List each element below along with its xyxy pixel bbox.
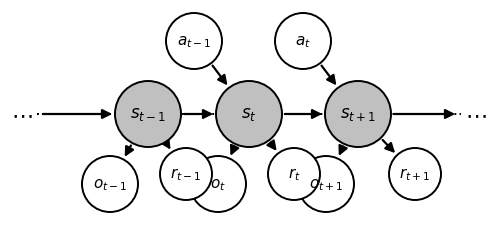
- Text: $o_{t-1}$: $o_{t-1}$: [93, 176, 127, 192]
- Circle shape: [216, 82, 282, 147]
- Text: $\boldsymbol{s_t}$: $\boldsymbol{s_t}$: [241, 106, 257, 123]
- Text: $\boldsymbol{a_{t-1}}$: $\boldsymbol{a_{t-1}}$: [177, 34, 211, 50]
- Text: $\boldsymbol{s_{t-1}}$: $\boldsymbol{s_{t-1}}$: [130, 106, 166, 123]
- Text: $\boldsymbol{s_{t+1}}$: $\boldsymbol{s_{t+1}}$: [340, 106, 376, 123]
- Circle shape: [389, 148, 441, 200]
- Circle shape: [190, 156, 246, 212]
- Text: $\boldsymbol{r_{t-1}}$: $\boldsymbol{r_{t-1}}$: [170, 166, 202, 183]
- Text: $\boldsymbol{r_{t+1}}$: $\boldsymbol{r_{t+1}}$: [399, 166, 431, 183]
- Circle shape: [82, 156, 138, 212]
- Circle shape: [115, 82, 181, 147]
- Text: $\cdots$: $\cdots$: [465, 105, 487, 124]
- Text: $\cdots$: $\cdots$: [11, 105, 33, 124]
- Circle shape: [160, 148, 212, 200]
- Circle shape: [268, 148, 320, 200]
- Text: $o_{t+1}$: $o_{t+1}$: [309, 176, 343, 192]
- Circle shape: [298, 156, 354, 212]
- Circle shape: [325, 82, 391, 147]
- Circle shape: [275, 14, 331, 70]
- Text: $\boldsymbol{r_t}$: $\boldsymbol{r_t}$: [288, 166, 300, 183]
- Text: $o_t$: $o_t$: [210, 176, 226, 192]
- Circle shape: [166, 14, 222, 70]
- Text: $\boldsymbol{a_t}$: $\boldsymbol{a_t}$: [295, 34, 311, 50]
